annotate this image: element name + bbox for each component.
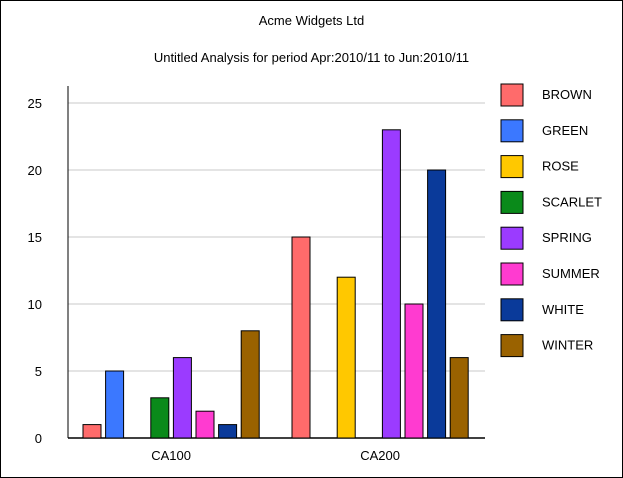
bar — [427, 169, 447, 439]
chart-title: Acme Widgets Ltd — [258, 13, 365, 28]
legend-label: SUMMER — [542, 266, 600, 281]
y-tick-label: 20 — [28, 163, 42, 178]
legend-label: BROWN — [542, 87, 592, 102]
bar — [82, 424, 102, 439]
y-tick-label: 0 — [35, 431, 42, 446]
legend-label: WINTER — [542, 338, 593, 353]
legend-swatch — [500, 155, 524, 179]
bar — [172, 357, 192, 439]
legend-swatch — [500, 298, 524, 322]
y-tick-label: 10 — [28, 297, 42, 312]
bar — [449, 357, 469, 439]
y-tick-label: 25 — [28, 96, 42, 111]
bar — [150, 397, 170, 439]
legend-swatch — [500, 119, 524, 143]
bar — [218, 424, 238, 439]
legend-label: GREEN — [542, 123, 588, 138]
legend-label: SPRING — [542, 230, 592, 245]
bar — [381, 129, 401, 439]
bar — [105, 370, 125, 439]
y-tick-label: 5 — [35, 364, 42, 379]
bar — [404, 303, 424, 439]
bar — [291, 236, 311, 439]
legend-swatch — [500, 334, 524, 358]
legend-swatch — [500, 262, 524, 286]
x-tick-label: CA100 — [151, 448, 191, 463]
legend-label: SCARLET — [542, 194, 602, 209]
chart-subtitle: Untitled Analysis for period Apr:2010/11… — [153, 50, 470, 65]
bar — [336, 276, 356, 439]
legend-swatch — [500, 83, 524, 107]
x-tick-label: CA200 — [360, 448, 400, 463]
bar — [240, 330, 260, 439]
y-tick-label: 15 — [28, 230, 42, 245]
bar — [195, 410, 215, 439]
legend-swatch — [500, 226, 524, 250]
legend-swatch — [500, 190, 524, 214]
legend-label: WHITE — [542, 302, 584, 317]
legend-label: ROSE — [542, 159, 579, 174]
